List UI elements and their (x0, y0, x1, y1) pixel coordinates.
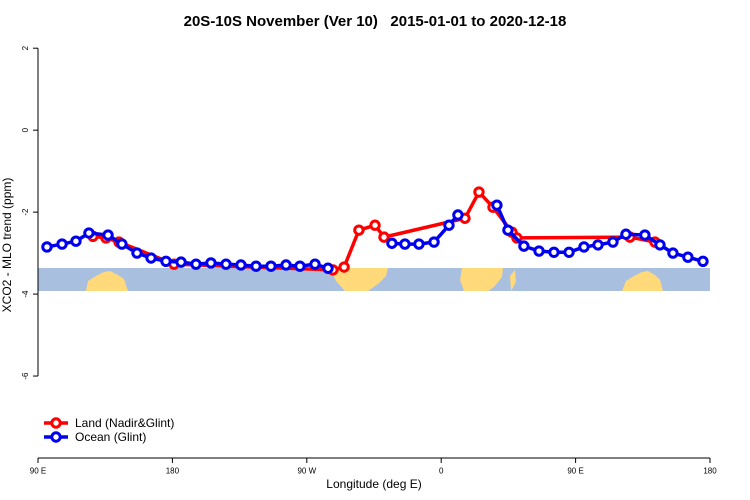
x-axis-label: Longitude (deg E) (326, 477, 421, 491)
data-point (280, 259, 292, 271)
data-point (294, 260, 306, 272)
data-point (533, 245, 545, 257)
y-tick-label: -2 (21, 208, 30, 216)
data-point (175, 256, 187, 268)
x-tick-label: 180 (703, 467, 717, 476)
x-tick-label: 180 (166, 467, 180, 476)
data-point (654, 239, 666, 251)
data-point (338, 261, 350, 273)
legend-marker (50, 431, 62, 443)
data-point (639, 229, 651, 241)
data-point (452, 209, 464, 221)
data-point (502, 224, 514, 236)
data-point (160, 255, 172, 267)
data-point (220, 258, 232, 270)
land-shape (622, 271, 663, 291)
land-shape (330, 268, 388, 291)
x-tick-label: 90 E (30, 467, 46, 476)
data-point (250, 260, 262, 272)
data-point (620, 228, 632, 240)
legend: Land (Nadir&Glint)Ocean (Glint) (44, 416, 174, 444)
data-point (592, 239, 604, 251)
data-point (378, 231, 390, 243)
data-point (235, 259, 247, 271)
data-point (682, 251, 694, 263)
y-tick-label: -4 (21, 290, 30, 298)
chart-title: 20S-10S November (Ver 10) 2015-01-01 to … (184, 13, 567, 30)
data-point (353, 224, 365, 236)
data-point (443, 219, 455, 231)
data-point (607, 236, 619, 248)
data-point (578, 241, 590, 253)
data-point (145, 252, 157, 264)
data-point (369, 219, 381, 231)
data-point (190, 258, 202, 270)
legend-label: Ocean (Glint) (75, 430, 146, 444)
data-point (697, 255, 709, 267)
map-strip (38, 268, 710, 291)
y-tick-label: 2 (21, 45, 30, 50)
data-point (322, 262, 334, 274)
x-tick-label: 0 (439, 467, 444, 476)
data-point (56, 238, 68, 250)
data-point (413, 238, 425, 250)
y-axis-label: XCO2 - MLO trend (ppm) (0, 178, 14, 313)
legend-marker (50, 417, 62, 429)
legend-label: Land (Nadir&Glint) (75, 416, 174, 430)
data-point (41, 241, 53, 253)
y-tick-label: -6 (21, 372, 30, 380)
data-point (386, 237, 398, 249)
y-tick-label: 0 (21, 127, 30, 132)
data-point (131, 247, 143, 259)
data-point (399, 238, 411, 250)
data-point (102, 229, 114, 241)
data-point (309, 258, 321, 270)
land-shape (460, 268, 503, 291)
data-point (70, 235, 82, 247)
data-point (473, 186, 485, 198)
data-point (205, 257, 217, 269)
data-point (563, 246, 575, 258)
data-point (491, 199, 503, 211)
data-point (265, 260, 277, 272)
data-point (548, 246, 560, 258)
land-shape (510, 270, 516, 291)
x-tick-label: 90 E (567, 467, 583, 476)
data-point (667, 247, 679, 259)
data-point (518, 240, 530, 252)
land-shape (86, 271, 128, 291)
data-point (428, 236, 440, 248)
data-point (116, 238, 128, 250)
data-point (83, 227, 95, 239)
x-tick-label: 90 W (297, 467, 316, 476)
